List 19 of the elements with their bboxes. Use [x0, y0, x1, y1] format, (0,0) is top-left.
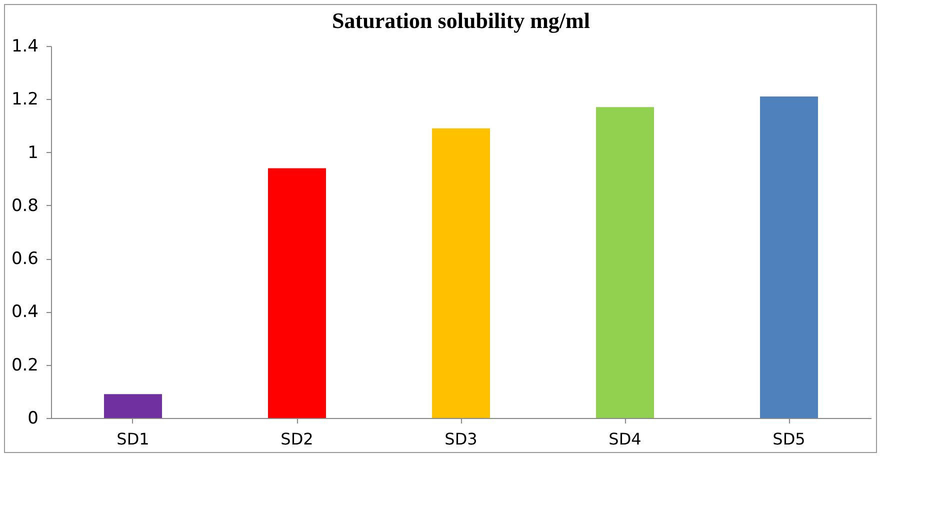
x-tick-label: SD4: [608, 430, 642, 448]
y-tick-label: 0: [28, 408, 38, 428]
bar: [432, 128, 490, 418]
chart-title: Saturation solubility mg/ml: [332, 8, 590, 33]
bar: [268, 168, 326, 418]
x-tick-label: SD5: [772, 430, 806, 448]
bar: [104, 394, 162, 418]
y-tick-label: 1.2: [11, 90, 38, 110]
y-tick-label: 0.6: [11, 249, 38, 270]
y-tick-label: 1.4: [11, 36, 38, 56]
y-tick-label: 0.8: [11, 196, 38, 216]
y-tick-label: 0.2: [11, 355, 38, 376]
x-tick-label: SD2: [280, 430, 314, 448]
y-tick-label: 0.4: [11, 302, 38, 322]
x-tick-label: SD1: [116, 430, 150, 448]
bar: [760, 96, 818, 418]
x-tick-label: SD3: [444, 430, 478, 448]
bar: [596, 107, 654, 418]
y-tick-label: 1: [28, 142, 38, 163]
